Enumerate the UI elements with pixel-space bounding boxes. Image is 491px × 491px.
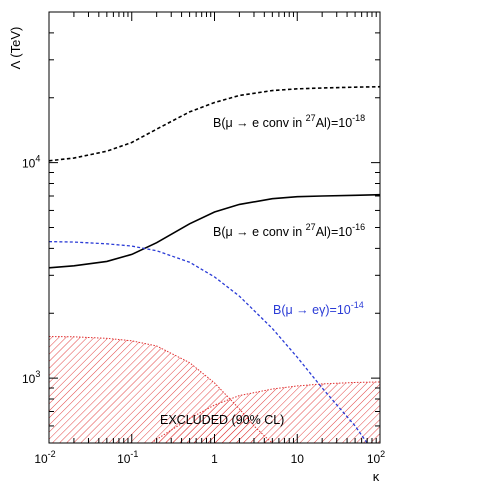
series-line-1	[49, 85, 380, 162]
series-lines	[49, 85, 380, 443]
excluded-boundary-2	[150, 381, 380, 443]
tick-labels: 10-2 10-1 1 10 102 103 104	[22, 154, 385, 466]
x-tick-label: 102	[367, 449, 385, 466]
y-axis-label: Λ (TeV)	[8, 27, 23, 70]
y-tick-label: 104	[22, 154, 40, 171]
annotation-conv-18: B(μ → e conv in 27Al)=10-18	[213, 113, 365, 130]
series-line-3	[49, 240, 368, 443]
x-tick-label: 10	[291, 452, 305, 466]
excluded-boundary-1	[49, 336, 274, 443]
annotation-conv-16: B(μ → e conv in 27Al)=10-16	[213, 222, 365, 239]
excluded-region-2	[131, 381, 380, 443]
x-axis-label: κ	[373, 469, 380, 484]
annotation-excluded: EXCLUDED (90% CL)	[160, 413, 284, 427]
y-tick-label: 103	[22, 369, 40, 386]
excluded-regions	[49, 336, 380, 443]
axis-ticks	[48, 11, 381, 444]
x-tick-label: 10-2	[34, 449, 55, 466]
annotation-meg: B(μ → eγ)=10-14	[273, 300, 364, 317]
x-tick-label: 10-1	[117, 449, 138, 466]
series-line-2	[49, 193, 380, 269]
x-tick-label: 1	[211, 452, 218, 466]
